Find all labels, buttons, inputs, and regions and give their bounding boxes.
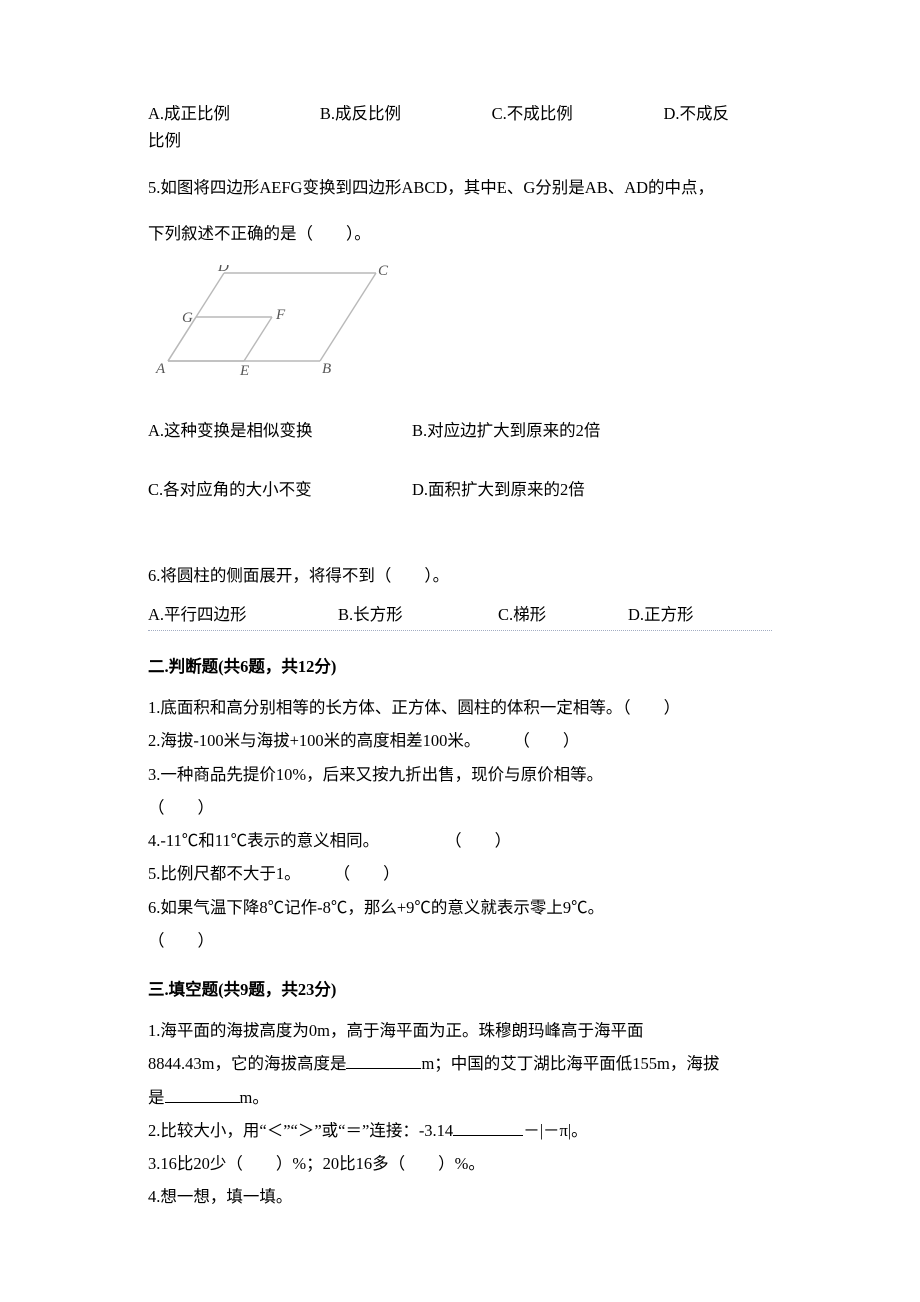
q5-stem-line2: 下列叙述不正确的是（ ）。 bbox=[148, 220, 772, 247]
blank-ayding[interactable] bbox=[165, 1085, 240, 1103]
section3-title: 三.填空题(共9题，共23分) bbox=[148, 976, 772, 1003]
blank-everest[interactable] bbox=[346, 1052, 421, 1070]
q6-options: A.平行四边形 B.长方形 C.梯形 D.正方形 bbox=[148, 601, 772, 628]
q5-options-row-2: C.各对应角的大小不变 D.面积扩大到原来的2倍 bbox=[148, 476, 772, 503]
q6-option-a: A.平行四边形 bbox=[148, 601, 338, 628]
svg-text:F: F bbox=[275, 307, 286, 323]
fill-item-1-line3: 是 m。 bbox=[148, 1084, 772, 1111]
q5-option-a: A.这种变换是相似变换 bbox=[148, 417, 412, 444]
q4-option-a: A.成正比例 bbox=[148, 100, 320, 127]
fill-item-2-pre: 2.比较大小，用“＜”“＞”或“＝”连接：-3.14 bbox=[148, 1121, 453, 1140]
judge-item-5: 5.比例尺都不大于1。 （ ） bbox=[148, 860, 772, 887]
svg-text:C: C bbox=[378, 265, 389, 279]
q6-stem: 6.将圆柱的侧面展开，将得不到（ ）。 bbox=[148, 562, 772, 589]
q4-options-row: A.成正比例 B.成反比例 C.不成比例 D.不成反 bbox=[148, 100, 772, 127]
fill-item-1-line2-mid: m；中国的艾丁湖比海平面低155m，海拔 bbox=[421, 1054, 719, 1073]
q4-option-c: C.不成比例 bbox=[492, 100, 664, 127]
fill-item-4: 4.想一想，填一填。 bbox=[148, 1183, 772, 1210]
q4-option-d-part2: 比例 bbox=[148, 127, 772, 154]
svg-text:A: A bbox=[155, 361, 166, 377]
judge-item-6-line1: 6.如果气温下降8℃记作-8℃，那么+9℃的意义就表示零上9℃。 bbox=[148, 894, 772, 921]
q6-option-d: D.正方形 bbox=[628, 601, 694, 628]
parallelogram-diagram-svg: A E B G F D C bbox=[148, 265, 398, 377]
q5-diagram: A E B G F D C bbox=[148, 265, 772, 385]
q5-option-d: D.面积扩大到原来的2倍 bbox=[412, 476, 585, 503]
q5-stem-line1: 5.如图将四边形AEFG变换到四边形ABCD，其中E、G分别是AB、AD的中点， bbox=[148, 174, 772, 201]
fill-item-1-line2: 8844.43m，它的海拔高度是 m；中国的艾丁湖比海平面低155m，海拔 bbox=[148, 1050, 772, 1077]
q4-option-b: B.成反比例 bbox=[320, 100, 492, 127]
q4-option-d-part1: D.不成反 bbox=[663, 100, 772, 127]
svg-text:D: D bbox=[217, 265, 229, 275]
q5-option-c: C.各对应角的大小不变 bbox=[148, 476, 412, 503]
judge-item-4: 4.-11℃和11℃表示的意义相同。 （ ） bbox=[148, 827, 772, 854]
q5-options-row-1: A.这种变换是相似变换 B.对应边扩大到原来的2倍 bbox=[148, 417, 772, 444]
judge-item-1: 1.底面积和高分别相等的长方体、正方体、圆柱的体积一定相等。（ ） bbox=[148, 694, 772, 721]
fill-item-1-line3-post: m。 bbox=[240, 1088, 269, 1107]
q6-option-c: C.梯形 bbox=[498, 601, 628, 628]
fill-item-1-line2-pre: 8844.43m，它的海拔高度是 bbox=[148, 1054, 346, 1073]
q6-option-b: B.长方形 bbox=[338, 601, 498, 628]
section2-title: 二.判断题(共6题，共12分) bbox=[148, 653, 772, 680]
judge-item-6-line2: （ ） bbox=[148, 927, 772, 954]
judge-item-3-line1: 3.一种商品先提价10%，后来又按九折出售，现价与原价相等。 bbox=[148, 761, 772, 788]
dotted-divider bbox=[148, 630, 772, 631]
fill-item-1-line3-pre: 是 bbox=[148, 1088, 165, 1107]
svg-text:B: B bbox=[322, 361, 331, 377]
fill-item-2: 2.比较大小，用“＜”“＞”或“＝”连接：-3.14 －|－π|。 bbox=[148, 1117, 772, 1144]
fill-item-1-line1: 1.海平面的海拔高度为0m，高于海平面为正。珠穆朗玛峰高于海平面 bbox=[148, 1017, 772, 1044]
q5-option-b: B.对应边扩大到原来的2倍 bbox=[412, 417, 600, 444]
judge-item-3-line2: （ ） bbox=[148, 794, 772, 821]
svg-text:E: E bbox=[239, 363, 249, 377]
judge-item-2: 2.海拔-100米与海拔+100米的高度相差100米。 （ ） bbox=[148, 727, 772, 754]
blank-compare[interactable] bbox=[453, 1118, 523, 1136]
svg-text:G: G bbox=[182, 310, 193, 326]
fill-item-2-post: －|－π|。 bbox=[523, 1121, 587, 1140]
fill-item-3: 3.16比20少（ ）%；20比16多（ ）%。 bbox=[148, 1150, 772, 1177]
